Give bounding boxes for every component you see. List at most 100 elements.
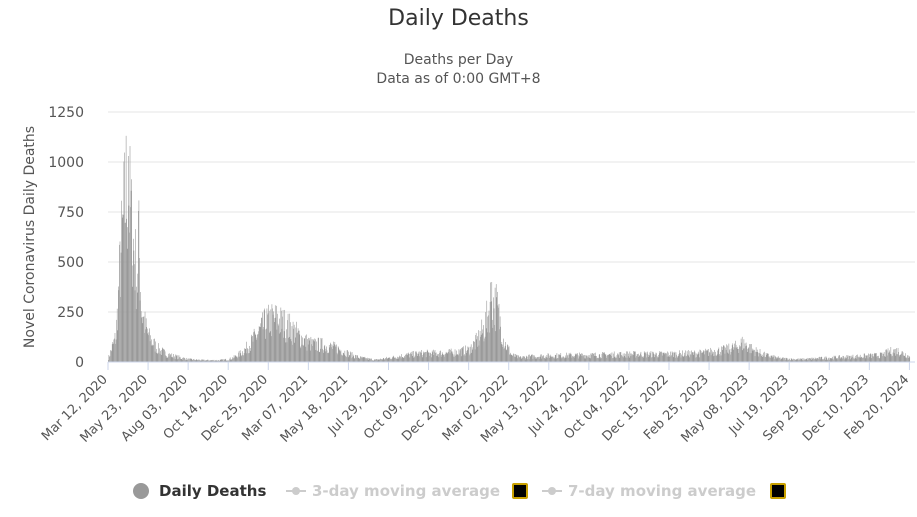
bar bbox=[450, 348, 452, 362]
bar bbox=[289, 322, 291, 362]
bar bbox=[253, 332, 254, 362]
bar bbox=[677, 357, 678, 362]
bar bbox=[315, 339, 316, 362]
bar bbox=[405, 354, 406, 362]
bar bbox=[315, 349, 317, 362]
bar bbox=[775, 357, 777, 362]
bar bbox=[548, 355, 550, 362]
bar bbox=[582, 353, 583, 362]
bar bbox=[815, 358, 816, 362]
bar bbox=[572, 356, 573, 362]
bar bbox=[802, 360, 803, 362]
legend-checkbox-7-day[interactable] bbox=[770, 483, 786, 499]
bar bbox=[472, 347, 474, 362]
bar bbox=[594, 352, 596, 362]
bar bbox=[159, 354, 161, 362]
bar bbox=[738, 348, 739, 362]
bar bbox=[670, 356, 672, 362]
bar bbox=[905, 357, 907, 362]
legend-item-7-day-average[interactable]: 7-day moving average bbox=[542, 479, 756, 503]
bar bbox=[682, 356, 684, 362]
bar bbox=[371, 360, 373, 362]
bar bbox=[891, 354, 892, 362]
bar bbox=[223, 359, 225, 362]
legend-checkbox-3-day[interactable] bbox=[512, 483, 528, 499]
bar bbox=[697, 354, 698, 362]
bar bbox=[112, 342, 114, 362]
bar bbox=[152, 345, 154, 362]
bar bbox=[261, 317, 262, 362]
bar bbox=[233, 355, 235, 362]
bar bbox=[803, 358, 805, 362]
bar bbox=[355, 355, 357, 362]
bar bbox=[179, 357, 180, 362]
bar bbox=[878, 355, 879, 362]
bar bbox=[477, 346, 479, 362]
bar bbox=[481, 319, 483, 362]
bar bbox=[656, 353, 657, 362]
bar bbox=[705, 348, 706, 362]
bar bbox=[579, 354, 581, 362]
bar bbox=[734, 343, 735, 362]
bar bbox=[331, 347, 332, 362]
legend-item-daily-deaths[interactable]: Daily Deaths bbox=[133, 479, 266, 503]
bar bbox=[772, 355, 774, 362]
bar bbox=[804, 359, 806, 362]
bar bbox=[410, 353, 411, 362]
bar bbox=[516, 354, 518, 362]
bar bbox=[455, 354, 457, 362]
bar bbox=[728, 343, 730, 362]
bar bbox=[605, 354, 607, 362]
bar bbox=[231, 359, 233, 362]
bar bbox=[401, 354, 402, 362]
bar bbox=[464, 354, 465, 362]
bar bbox=[577, 353, 578, 362]
bar bbox=[785, 358, 787, 362]
bar bbox=[872, 356, 874, 362]
bar bbox=[197, 359, 199, 362]
bar bbox=[856, 354, 857, 362]
bar bbox=[675, 357, 676, 362]
bar bbox=[792, 358, 794, 362]
bar bbox=[487, 332, 489, 362]
bar bbox=[233, 357, 234, 362]
bar bbox=[408, 353, 410, 362]
bar bbox=[336, 352, 338, 362]
bar bbox=[500, 326, 501, 362]
bar bbox=[371, 358, 372, 362]
bar bbox=[264, 329, 266, 362]
bar bbox=[622, 353, 624, 362]
bar bbox=[330, 342, 331, 362]
bar bbox=[621, 355, 623, 362]
bar bbox=[296, 321, 297, 362]
bar bbox=[539, 356, 541, 362]
bar bbox=[903, 355, 905, 362]
bar bbox=[167, 357, 169, 362]
bar bbox=[876, 353, 877, 362]
bar bbox=[246, 341, 247, 362]
bar bbox=[542, 356, 543, 362]
bar bbox=[668, 356, 670, 362]
legend-item-3-day-average[interactable]: 3-day moving average bbox=[286, 479, 500, 503]
bar bbox=[685, 356, 687, 362]
bar bbox=[744, 343, 746, 362]
bar bbox=[835, 355, 837, 362]
bar bbox=[756, 349, 758, 362]
bar bbox=[896, 354, 898, 362]
bar bbox=[787, 360, 789, 362]
bar bbox=[881, 352, 882, 362]
bar bbox=[573, 356, 574, 362]
bar bbox=[508, 346, 510, 362]
bar bbox=[387, 357, 389, 362]
bar bbox=[458, 355, 459, 362]
bar bbox=[526, 356, 528, 362]
bar bbox=[713, 356, 715, 362]
bar bbox=[334, 341, 336, 362]
bar bbox=[729, 350, 730, 362]
bar bbox=[348, 351, 350, 362]
bar bbox=[871, 358, 872, 362]
bar bbox=[849, 356, 850, 362]
bar bbox=[402, 356, 404, 362]
bar bbox=[473, 341, 475, 362]
bar bbox=[291, 341, 292, 362]
